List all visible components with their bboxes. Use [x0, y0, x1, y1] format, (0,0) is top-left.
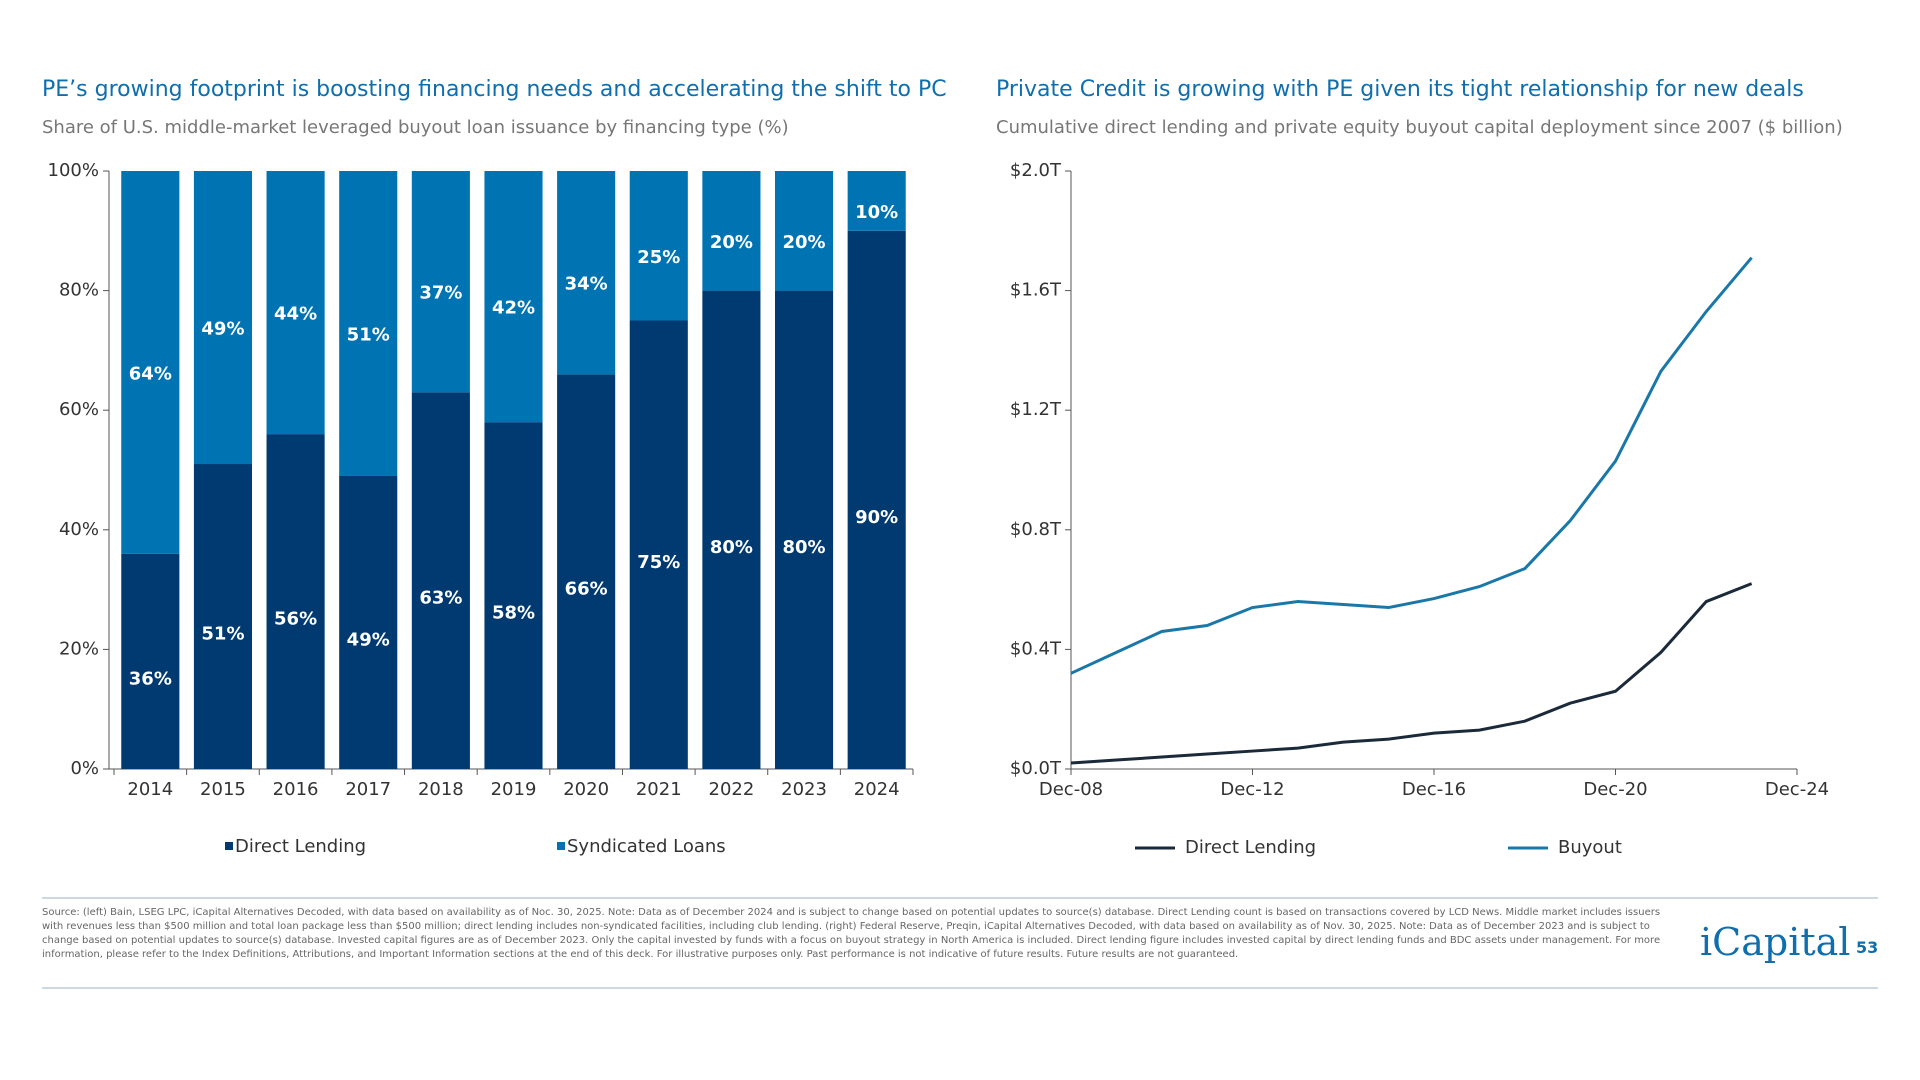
- data-label: 36%: [129, 668, 172, 689]
- data-label: 58%: [492, 603, 535, 624]
- bar-segment: [774, 290, 834, 769]
- bar-segment: [557, 374, 616, 769]
- page-number: 53: [1856, 938, 1879, 957]
- bar-segment: [266, 434, 325, 769]
- x-tick-label: 2015: [200, 779, 246, 800]
- bar-segment: [629, 171, 688, 321]
- data-label: 90%: [855, 507, 898, 528]
- bar-segment: [411, 392, 470, 769]
- y-tick-label: $0.8T: [1010, 519, 1062, 540]
- y-tick-label: 40%: [59, 519, 99, 540]
- logo: iCapital: [1700, 920, 1851, 964]
- chart-subtitle: Share of U.S. middle-market leveraged bu…: [42, 117, 789, 138]
- legend-swatch: [557, 842, 565, 850]
- data-label: 44%: [274, 304, 317, 325]
- x-tick-label: 2023: [781, 779, 827, 800]
- data-label: 80%: [782, 537, 825, 558]
- x-tick-label: 2021: [636, 779, 682, 800]
- legend-label: Direct Lending: [1185, 837, 1316, 858]
- legend-label: Direct Lending: [235, 836, 366, 857]
- data-label: 56%: [274, 609, 317, 630]
- data-label: 75%: [637, 552, 680, 573]
- data-label: 51%: [347, 324, 390, 345]
- bar-segment: [702, 290, 761, 769]
- y-tick-label: $1.6T: [1010, 280, 1062, 301]
- x-tick-label: 2024: [854, 779, 900, 800]
- x-tick-label: 2014: [127, 779, 173, 800]
- bar-segment: [411, 171, 470, 393]
- y-tick-label: $0.4T: [1010, 638, 1062, 659]
- bar-segment: [339, 171, 398, 476]
- bar-segment: [629, 320, 688, 769]
- legend-swatch: [225, 842, 233, 850]
- y-tick-label: 80%: [59, 280, 99, 301]
- bar-segment: [193, 464, 253, 769]
- bar-segment: [193, 171, 253, 465]
- line-series: [1070, 582, 1753, 765]
- bar-segment: [774, 171, 834, 291]
- source-note: Source: (left) Bain, LSEG LPC, iCapital …: [42, 907, 1661, 960]
- x-tick-label: Dec-16: [1402, 779, 1466, 800]
- bar-segment: [121, 171, 180, 554]
- x-tick-label: 2019: [491, 779, 537, 800]
- y-tick-label: $2.0T: [1010, 160, 1062, 181]
- y-tick-label: 60%: [59, 399, 99, 420]
- data-label: 37%: [419, 283, 462, 304]
- data-label: 20%: [710, 232, 753, 253]
- data-label: 80%: [710, 537, 753, 558]
- x-tick-label: 2018: [418, 779, 464, 800]
- x-tick-label: Dec-24: [1765, 779, 1829, 800]
- bar-segment: [339, 475, 398, 769]
- x-tick-label: 2016: [273, 779, 319, 800]
- chart-title: Private Credit is growing with PE given …: [996, 77, 1804, 102]
- x-tick-label: Dec-12: [1220, 779, 1284, 800]
- x-tick-label: 2022: [709, 779, 755, 800]
- bar-segment: [266, 171, 325, 435]
- chart-subtitle: Cumulative direct lending and private eq…: [996, 117, 1843, 138]
- bar-segment: [847, 171, 906, 231]
- line-series: [1070, 256, 1753, 675]
- data-label: 64%: [129, 363, 172, 384]
- data-label: 20%: [782, 232, 825, 253]
- data-label: 63%: [419, 588, 462, 609]
- y-tick-label: 100%: [48, 160, 99, 181]
- data-label: 49%: [347, 629, 390, 650]
- data-label: 66%: [565, 579, 608, 600]
- y-tick-label: 0%: [70, 758, 99, 779]
- legend-label: Buyout: [1558, 837, 1622, 858]
- bar-segment: [121, 553, 180, 769]
- data-label: 10%: [855, 202, 898, 223]
- x-tick-label: Dec-08: [1039, 779, 1103, 800]
- bar-segment: [484, 171, 543, 423]
- data-label: 51%: [201, 624, 244, 645]
- x-tick-label: Dec-20: [1583, 779, 1647, 800]
- bar-segment: [847, 230, 906, 770]
- chart-title: PE’s growing footprint is boosting finan…: [42, 77, 947, 102]
- legend-label: Syndicated Loans: [567, 836, 726, 857]
- data-label: 25%: [637, 247, 680, 268]
- x-tick-label: 2020: [563, 779, 609, 800]
- data-label: 49%: [201, 319, 244, 340]
- data-label: 34%: [565, 274, 608, 295]
- bar-segment: [702, 171, 761, 291]
- data-label: 42%: [492, 298, 535, 319]
- bar-segment: [557, 171, 616, 375]
- y-tick-label: $1.2T: [1010, 399, 1062, 420]
- y-tick-label: 20%: [59, 638, 99, 659]
- x-tick-label: 2017: [345, 779, 391, 800]
- bar-segment: [484, 422, 543, 769]
- y-tick-label: $0.0T: [1010, 758, 1062, 779]
